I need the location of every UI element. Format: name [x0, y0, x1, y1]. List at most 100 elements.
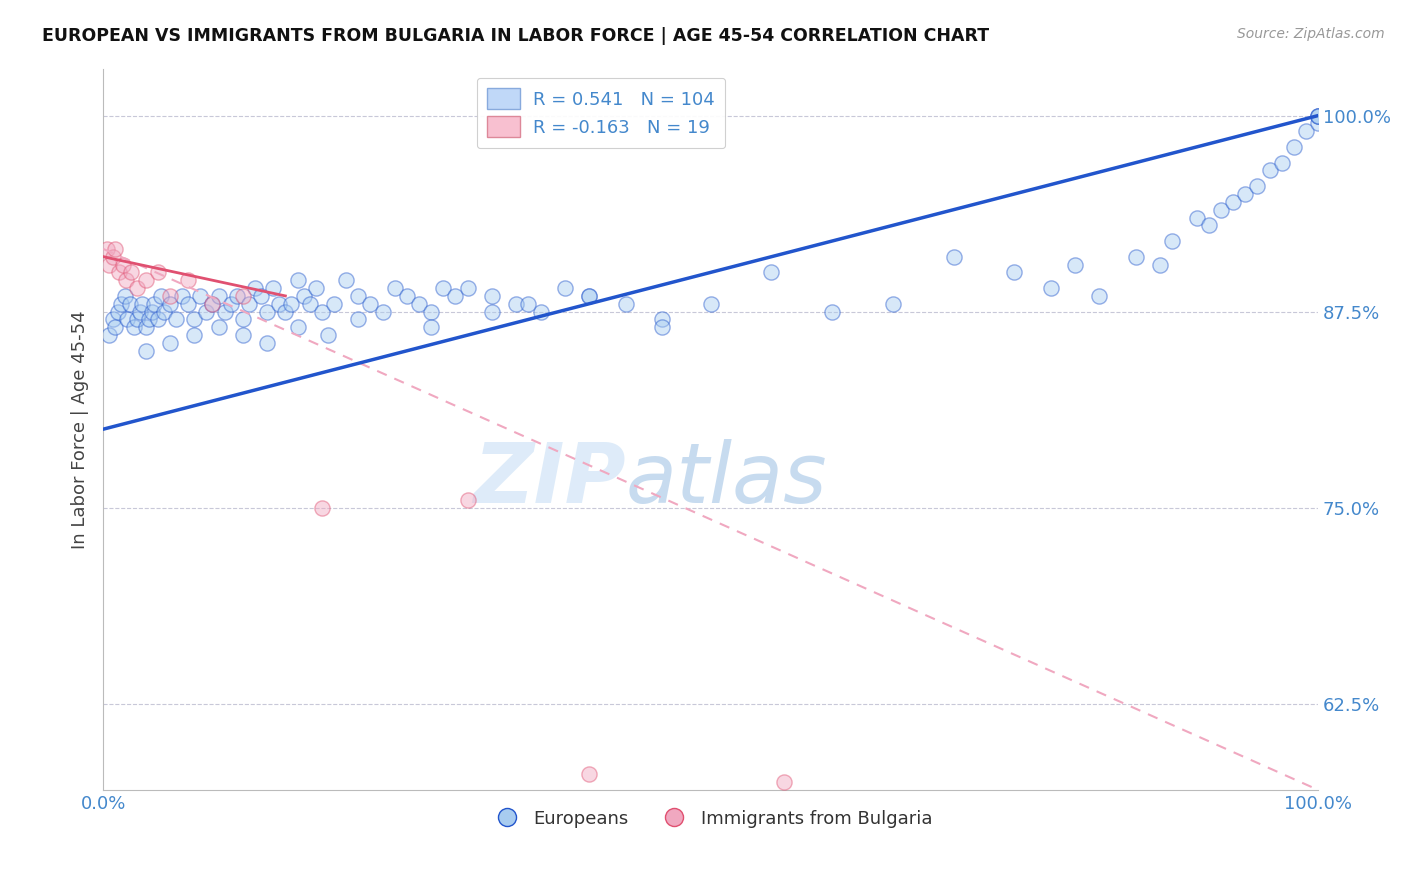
Point: [238, 297, 260, 311]
Point: [699, 297, 721, 311]
Point: [882, 297, 904, 311]
Point: [269, 297, 291, 311]
Point: [408, 297, 430, 311]
Text: ZIP: ZIP: [472, 439, 626, 520]
Point: [311, 304, 333, 318]
Point: [177, 273, 200, 287]
Point: [143, 297, 166, 311]
Point: [188, 289, 211, 303]
Point: [127, 312, 149, 326]
Point: [481, 304, 503, 318]
Point: [146, 312, 169, 326]
Point: [172, 289, 194, 303]
Point: [219, 297, 242, 311]
Point: [96, 242, 118, 256]
Point: [335, 273, 357, 287]
Point: [1149, 258, 1171, 272]
Point: [1308, 109, 1330, 123]
Point: [159, 297, 181, 311]
Point: [1222, 194, 1244, 209]
Point: [274, 304, 297, 318]
Point: [1198, 219, 1220, 233]
Point: [232, 312, 254, 326]
Point: [1234, 186, 1257, 201]
Point: [761, 265, 783, 279]
Point: [117, 312, 139, 326]
Text: Source: ZipAtlas.com: Source: ZipAtlas.com: [1237, 27, 1385, 41]
Point: [384, 281, 406, 295]
Point: [131, 297, 153, 311]
Point: [457, 281, 479, 295]
Point: [232, 289, 254, 303]
Point: [1295, 124, 1317, 138]
Point: [287, 273, 309, 287]
Point: [122, 320, 145, 334]
Point: [821, 304, 844, 318]
Point: [614, 297, 637, 311]
Point: [153, 304, 176, 318]
Point: [128, 304, 150, 318]
Point: [262, 281, 284, 295]
Point: [578, 289, 600, 303]
Point: [1308, 116, 1330, 130]
Point: [347, 312, 370, 326]
Point: [135, 343, 157, 358]
Point: [311, 500, 333, 515]
Point: [942, 250, 965, 264]
Point: [127, 281, 149, 295]
Point: [159, 289, 181, 303]
Point: [371, 304, 394, 318]
Point: [316, 328, 339, 343]
Point: [1039, 281, 1062, 295]
Point: [150, 289, 173, 303]
Point: [347, 289, 370, 303]
Point: [183, 328, 205, 343]
Point: [107, 304, 129, 318]
Point: [201, 297, 224, 311]
Point: [195, 304, 218, 318]
Point: [101, 250, 124, 264]
Point: [115, 273, 138, 287]
Point: [1258, 163, 1281, 178]
Point: [256, 335, 278, 350]
Point: [1209, 202, 1232, 217]
Text: EUROPEAN VS IMMIGRANTS FROM BULGARIA IN LABOR FORCE | AGE 45-54 CORRELATION CHAR: EUROPEAN VS IMMIGRANTS FROM BULGARIA IN …: [42, 27, 990, 45]
Point: [225, 289, 247, 303]
Point: [108, 265, 131, 279]
Point: [420, 320, 443, 334]
Point: [457, 492, 479, 507]
Point: [98, 258, 121, 272]
Point: [529, 304, 551, 318]
Point: [1282, 140, 1305, 154]
Point: [444, 289, 467, 303]
Point: [177, 297, 200, 311]
Point: [505, 297, 527, 311]
Point: [651, 312, 673, 326]
Point: [432, 281, 454, 295]
Point: [420, 304, 443, 318]
Point: [207, 289, 229, 303]
Point: [250, 289, 273, 303]
Point: [165, 312, 187, 326]
Point: [146, 265, 169, 279]
Point: [517, 297, 540, 311]
Point: [1308, 109, 1330, 123]
Point: [1185, 211, 1208, 225]
Point: [98, 328, 121, 343]
Point: [256, 304, 278, 318]
Point: [118, 297, 141, 311]
Point: [104, 320, 127, 334]
Point: [183, 312, 205, 326]
Point: [120, 265, 142, 279]
Point: [207, 320, 229, 334]
Point: [578, 289, 600, 303]
Point: [111, 258, 134, 272]
Point: [287, 320, 309, 334]
Point: [395, 289, 418, 303]
Point: [1271, 155, 1294, 169]
Point: [135, 273, 157, 287]
Point: [232, 328, 254, 343]
Text: atlas: atlas: [626, 439, 827, 520]
Point: [772, 775, 794, 789]
Legend: Europeans, Immigrants from Bulgaria: Europeans, Immigrants from Bulgaria: [481, 803, 941, 835]
